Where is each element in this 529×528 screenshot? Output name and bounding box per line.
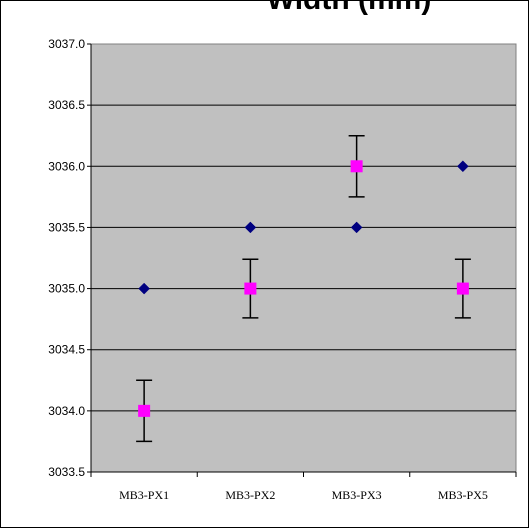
y-tick-label: 3034.5 [48, 343, 85, 357]
series-1-diamond-point [138, 282, 150, 295]
chart-title: Width (mm) [267, 1, 432, 16]
plot-area [90, 43, 517, 473]
y-tick-label: 3036.5 [48, 98, 85, 112]
y-tick-label: 3033.5 [48, 465, 85, 479]
y-tick-label: 3037.0 [48, 37, 85, 51]
grid-lines [90, 44, 516, 473]
y-tick-label: 3036.0 [48, 159, 85, 173]
series-1-diamond-point [350, 221, 363, 234]
x-tick-label: MB3-PX1 [119, 488, 169, 502]
series-2-square-point [138, 404, 151, 417]
series-2-square-point [350, 160, 363, 173]
y-tick-label: 3034.0 [48, 404, 85, 418]
y-axis-ticks: 3033.5 3034.0 3034.5 3035.0 3035.5 3036.0 3036… [48, 37, 91, 479]
x-axis-ticks: MB3-PX1 MB3-PX2 MB3-PX3 MB3-PX5 [90, 472, 517, 502]
series-2-square-point [456, 282, 469, 295]
series-2-square-point [244, 282, 257, 295]
series-1-diamond-point [457, 160, 469, 173]
series-1-diamond-point [244, 221, 257, 234]
x-tick-label: MB3-PX2 [225, 488, 275, 502]
y-tick-label: 3035.0 [48, 282, 85, 296]
data-marks [136, 134, 471, 443]
x-tick-label: MB3-PX5 [438, 488, 488, 502]
y-tick-label: 3035.5 [48, 220, 85, 234]
x-tick-label: MB3-PX3 [332, 488, 382, 502]
